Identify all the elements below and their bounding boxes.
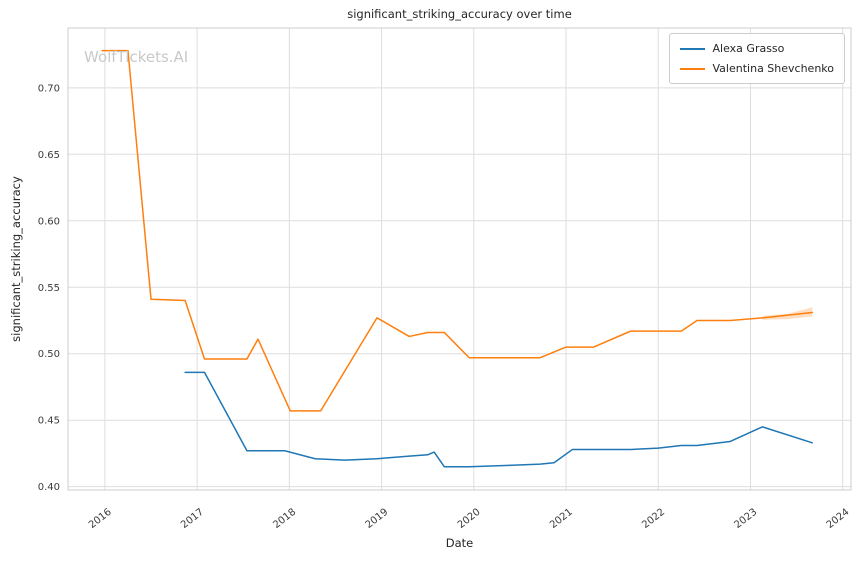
x-tick-label: 2023 bbox=[732, 507, 759, 531]
x-tick-label: 2018 bbox=[271, 507, 298, 531]
legend-label: Alexa Grasso bbox=[712, 42, 785, 55]
y-tick-label: 0.45 bbox=[38, 416, 60, 427]
x-tick-label: 2022 bbox=[640, 507, 667, 531]
y-tick-label: 0.40 bbox=[38, 482, 60, 493]
series-line-alexa-grasso bbox=[184, 371, 814, 468]
y-axis-label: significant_striking_accuracy bbox=[9, 176, 23, 342]
x-tick-label: 2021 bbox=[548, 507, 575, 531]
x-tick-label: 2024 bbox=[825, 507, 852, 531]
x-tick-label: 2017 bbox=[179, 507, 206, 531]
y-tick-label: 0.60 bbox=[38, 216, 60, 227]
x-tick-label: 2016 bbox=[87, 507, 114, 531]
y-tick-label: 0.70 bbox=[38, 83, 60, 94]
y-tick-label: 0.50 bbox=[38, 349, 60, 360]
series-line-valentina-shevchenko bbox=[101, 49, 814, 412]
legend-item: Alexa Grasso bbox=[679, 42, 834, 55]
x-tick-label: 2019 bbox=[364, 507, 391, 531]
plot-border bbox=[67, 27, 852, 491]
legend-item: Valentina Shevchenko bbox=[679, 62, 834, 75]
chart-title: significant_striking_accuracy over time bbox=[347, 7, 572, 21]
legend-label: Valentina Shevchenko bbox=[712, 62, 834, 75]
x-tick-label: 2020 bbox=[456, 507, 483, 531]
x-axis-label: Date bbox=[445, 536, 474, 550]
y-tick-label: 0.65 bbox=[38, 150, 60, 161]
legend-line-swatch-alexa-grasso bbox=[679, 47, 705, 50]
legend-line-swatch-valentina-shevchenko bbox=[679, 67, 705, 70]
y-tick-label: 0.55 bbox=[38, 283, 60, 294]
watermark-text: WolfTickets.AI bbox=[84, 48, 189, 66]
legend: Alexa Grasso Valentina Shevchenko bbox=[668, 33, 845, 84]
